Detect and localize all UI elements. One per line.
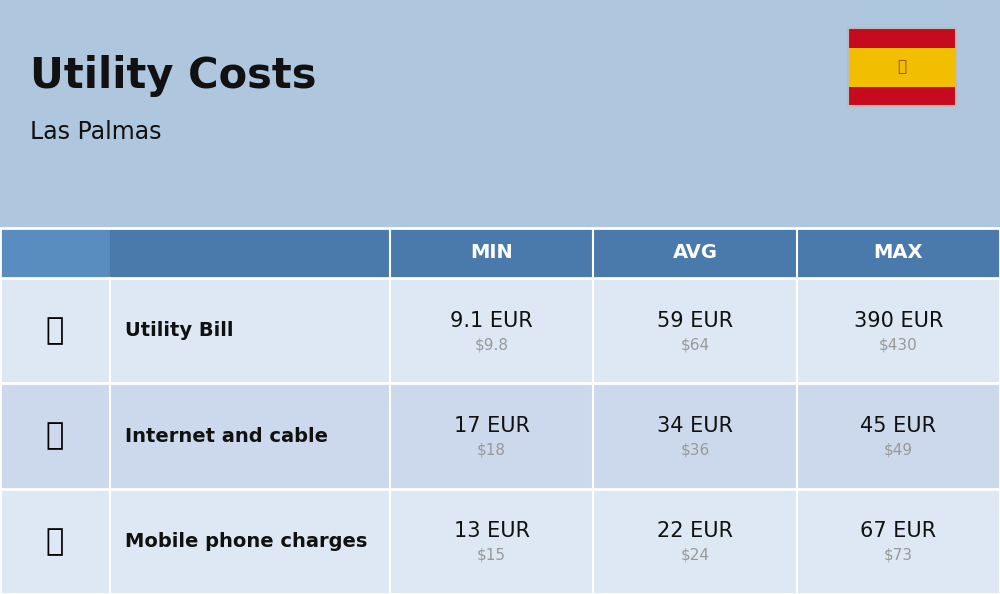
Text: 45 EUR: 45 EUR — [860, 416, 936, 436]
Text: 📱: 📱 — [46, 527, 64, 556]
Text: $49: $49 — [884, 443, 913, 457]
Bar — [110, 278, 1000, 383]
Text: $15: $15 — [477, 548, 506, 563]
Text: AVG: AVG — [672, 244, 718, 263]
Text: Mobile phone charges: Mobile phone charges — [125, 532, 367, 551]
Bar — [848, 28, 956, 106]
Bar — [0, 489, 110, 594]
Text: 67 EUR: 67 EUR — [860, 522, 936, 541]
Bar — [848, 87, 956, 106]
Text: 17 EUR: 17 EUR — [454, 416, 530, 436]
Text: 13 EUR: 13 EUR — [454, 522, 530, 541]
Text: MIN: MIN — [470, 244, 513, 263]
Bar — [0, 383, 110, 489]
Text: $430: $430 — [879, 337, 918, 352]
Text: MAX: MAX — [874, 244, 923, 263]
Text: 🔧: 🔧 — [46, 316, 64, 345]
Text: 390 EUR: 390 EUR — [854, 311, 943, 331]
Text: Internet and cable: Internet and cable — [125, 426, 328, 446]
Text: $36: $36 — [680, 443, 710, 457]
Bar — [0, 228, 110, 278]
Text: Utility Costs: Utility Costs — [30, 55, 316, 97]
Text: 🛡: 🛡 — [897, 59, 907, 74]
Bar — [0, 228, 1000, 278]
Text: 9.1 EUR: 9.1 EUR — [450, 311, 533, 331]
Bar — [848, 28, 956, 48]
Bar — [110, 489, 1000, 594]
Text: 📶: 📶 — [46, 422, 64, 450]
Text: Las Palmas: Las Palmas — [30, 120, 162, 144]
Bar — [0, 278, 110, 383]
Text: $73: $73 — [884, 548, 913, 563]
Bar — [848, 28, 956, 106]
Text: 34 EUR: 34 EUR — [657, 416, 733, 436]
Bar — [110, 383, 1000, 489]
Text: $64: $64 — [680, 337, 710, 352]
Text: $9.8: $9.8 — [475, 337, 509, 352]
Text: 22 EUR: 22 EUR — [657, 522, 733, 541]
Text: 59 EUR: 59 EUR — [657, 311, 733, 331]
Text: $18: $18 — [477, 443, 506, 457]
Text: Utility Bill: Utility Bill — [125, 321, 234, 340]
Text: $24: $24 — [680, 548, 710, 563]
